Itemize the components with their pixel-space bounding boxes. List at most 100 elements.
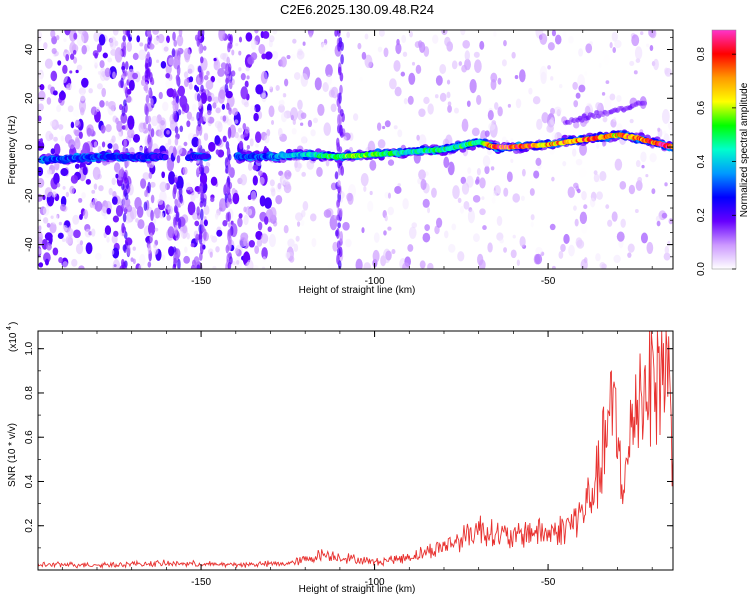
noise-speckle [651,188,656,195]
noise-speckle [217,67,225,77]
ridge-mark [162,154,168,160]
noise-speckle [275,194,283,205]
noise-streak [227,63,232,73]
noise-speckle [481,196,485,200]
noise-speckle [609,93,616,101]
snr-background [38,331,673,570]
noise-speckle [167,138,172,146]
noise-speckle [457,251,465,262]
noise-speckle [572,148,577,157]
noise-speckle [216,208,221,216]
noise-speckle [575,92,581,99]
noise-speckle [254,30,259,34]
y-tick-label: 40 [24,44,35,56]
noise-speckle [501,136,507,144]
noise-speckle [165,78,174,89]
noise-speckle [510,138,514,142]
noise-speckle [64,30,71,36]
noise-speckle [352,113,359,121]
noise-speckle [328,144,333,153]
noise-speckle [446,91,451,99]
noise-speckle [209,251,213,258]
noise-speckle [487,242,493,253]
noise-speckle [562,31,567,37]
noise-streak [122,213,127,223]
noise-streak [198,44,203,55]
noise-streak [227,163,232,176]
noise-speckle [210,176,218,186]
noise-speckle [323,122,331,136]
noise-speckle [38,140,45,151]
noise-streak [199,242,204,255]
noise-speckle [269,86,274,93]
noise-streak [340,54,344,65]
noise-speckle [360,172,369,187]
noise-speckle [222,220,228,227]
noise-streak [126,244,131,256]
noise-speckle [476,94,482,106]
noise-speckle [59,203,67,212]
noise-speckle [38,40,43,53]
noise-speckle [577,74,585,89]
noise-speckle [240,86,248,100]
noise-speckle [572,81,578,90]
noise-speckle [479,40,485,50]
noise-speckle [558,250,564,259]
noise-streak [173,39,178,47]
noise-speckle [439,92,447,102]
noise-speckle [427,103,434,115]
noise-speckle [257,111,263,120]
noise-speckle [603,54,610,65]
noise-speckle [530,221,534,228]
noise-speckle [46,242,52,251]
noise-streak [175,95,180,104]
noise-speckle [177,145,183,155]
harmonic-mark [592,114,598,120]
noise-speckle [494,102,499,110]
noise-speckle [283,225,289,234]
noise-speckle [51,35,58,45]
noise-speckle [403,98,408,105]
noise-speckle [238,67,242,72]
noise-speckle [510,158,514,163]
noise-speckle [69,185,75,195]
noise-speckle [50,30,56,38]
noise-speckle [418,169,426,180]
noise-speckle [65,84,69,91]
noise-speckle [186,120,191,128]
noise-speckle [307,119,313,128]
noise-speckle [593,173,600,183]
noise-streak [227,153,232,161]
noise-speckle [302,41,306,46]
noise-speckle [240,134,245,139]
noise-speckle [387,159,395,166]
noise-speckle [655,215,661,222]
noise-streak [224,181,229,193]
noise-speckle [529,188,535,196]
noise-speckle [607,219,613,227]
noise-speckle [95,107,100,113]
noise-speckle [214,212,220,218]
noise-streak [147,30,152,38]
noise-speckle [444,230,449,239]
noise-speckle [575,158,583,166]
noise-speckle [296,162,303,169]
noise-speckle [261,266,266,269]
noise-speckle [81,44,87,55]
noise-speckle [308,32,313,38]
noise-speckle [612,47,617,54]
noise-speckle [234,131,239,139]
noise-speckle [278,99,285,107]
noise-speckle [72,109,80,118]
noise-speckle [552,265,556,269]
noise-speckle [394,185,402,194]
noise-streak [172,187,177,200]
noise-streak [122,30,127,36]
noise-speckle [496,232,504,241]
noise-speckle [550,117,555,126]
noise-speckle [186,232,190,240]
y-tick-label: 0 [24,144,35,150]
noise-streak [339,231,343,243]
noise-speckle [73,229,81,239]
noise-streak [148,171,153,180]
